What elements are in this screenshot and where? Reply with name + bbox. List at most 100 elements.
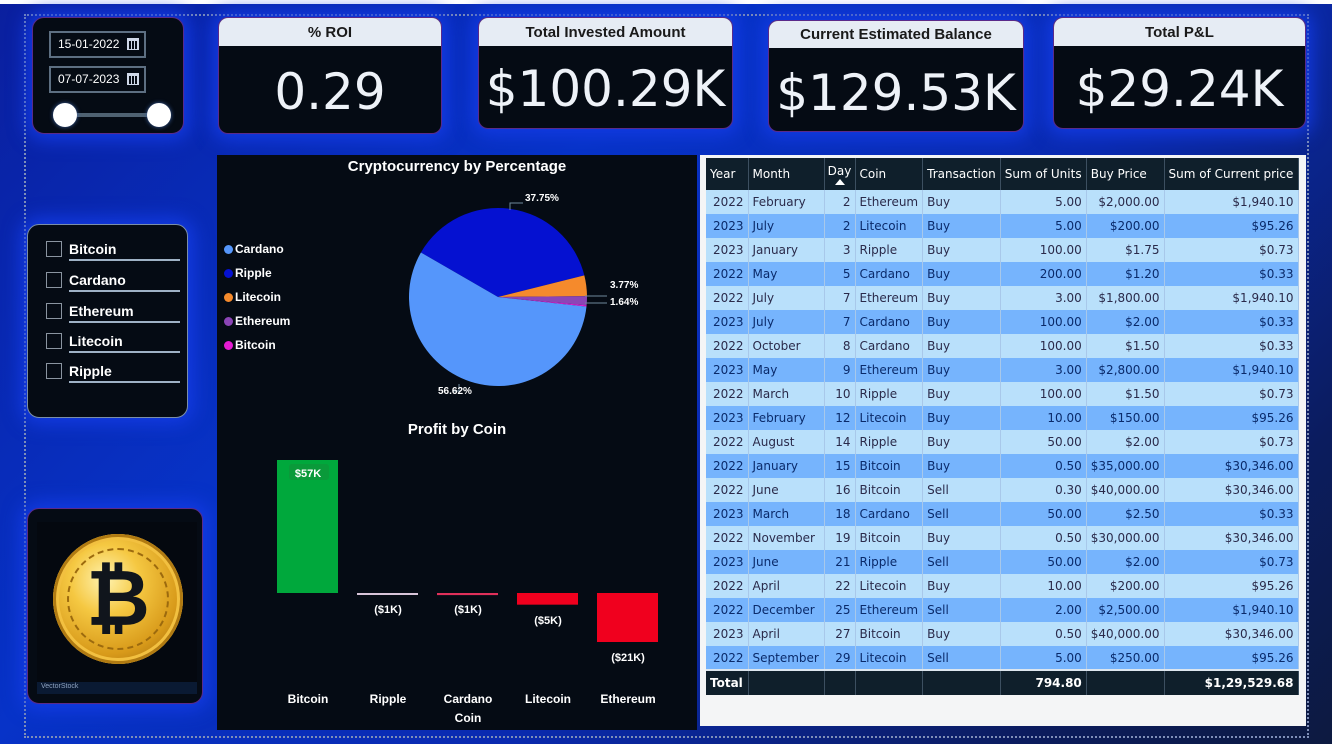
legend-item-ethereum[interactable]: Ethereum [224, 314, 290, 328]
table-row[interactable]: 2022 March 10 Ripple Buy 100.00 $1.50 $0.73 [706, 382, 1299, 406]
bar-chart-title: Profit by Coin [407, 421, 507, 438]
cell-year: 2022 [706, 598, 749, 622]
cell-month: February [748, 190, 825, 214]
top-window-edge [0, 0, 1332, 4]
start-date-input[interactable]: 15-01-2022 [49, 31, 146, 58]
bar-ethereum[interactable] [597, 593, 658, 642]
bar-litecoin[interactable] [517, 593, 578, 605]
table-row[interactable]: 2022 February 2 Ethereum Buy 5.00 $2,000.00 $1,… [706, 190, 1299, 214]
table-row[interactable]: 2022 August 14 Ripple Buy 50.00 $2.00 $0.73 [706, 430, 1299, 454]
cell-sum-of-units: 100.00 [1000, 334, 1087, 358]
cell-day: 15 [824, 454, 856, 478]
column-header-day[interactable]: Day [824, 158, 856, 190]
cell-month: July [748, 286, 825, 310]
cell-year: 2022 [706, 574, 749, 598]
sort-ascending-icon[interactable] [834, 178, 845, 185]
column-header-sum-of-units[interactable]: Sum of Units [1000, 158, 1087, 190]
cell-year: 2022 [706, 526, 749, 550]
column-header-sum-of-current-price[interactable]: Sum of Current price [1164, 158, 1299, 190]
table-row[interactable]: 2022 June 16 Bitcoin Sell 0.30 $40,000.00 $30,3… [706, 478, 1299, 502]
column-header-buy-price[interactable]: Buy Price [1086, 158, 1165, 190]
cell-coin: Ethereum [855, 358, 924, 382]
cell-sum-of-units: 100.00 [1000, 310, 1087, 334]
table-row[interactable]: 2022 May 5 Cardano Buy 200.00 $1.20 $0.33 [706, 262, 1299, 286]
cell-day: 7 [824, 286, 856, 310]
checkbox[interactable] [46, 303, 62, 319]
cell-buy-price: $30,000.00 [1086, 526, 1165, 550]
cell-sum-of-current-price: $95.26 [1164, 406, 1299, 430]
total-sum-of-current-price: $1,29,529.68 [1164, 669, 1299, 695]
bar-cardano[interactable] [437, 593, 498, 596]
cell-day: 21 [824, 550, 856, 574]
table-row[interactable]: 2022 April 22 Litecoin Buy 10.00 $200.00 $95.26 [706, 574, 1299, 598]
legend-item-litecoin[interactable]: Litecoin [224, 290, 281, 304]
table-row[interactable]: 2023 April 27 Bitcoin Buy 0.50 $40,000.00 $30,3… [706, 622, 1299, 646]
cell-coin: Ripple [855, 550, 924, 574]
bar-label-ethereum: ($21K) [611, 652, 645, 664]
checkbox[interactable] [46, 241, 62, 257]
legend-item-cardano[interactable]: Cardano [224, 242, 284, 256]
kpi-title: Total P&L [1054, 18, 1305, 46]
pie-slice-cardano[interactable] [409, 252, 587, 386]
table-row[interactable]: 2023 May 9 Ethereum Buy 3.00 $2,800.00 $1,940.1… [706, 358, 1299, 382]
pie-slice-bitcoin[interactable] [498, 297, 587, 307]
date-slider-start-handle[interactable] [53, 103, 77, 127]
table-row[interactable]: 2023 July 2 Litecoin Buy 5.00 $200.00 $95.26 [706, 214, 1299, 238]
legend-item-bitcoin[interactable]: Bitcoin [224, 338, 276, 352]
cell-buy-price: $1.20 [1086, 262, 1165, 286]
transactions-table-panel: Year Month Day Coin Transaction Sum of U… [700, 155, 1306, 726]
table-row[interactable]: 2022 December 25 Ethereum Sell 2.00 $2,500.00 $… [706, 598, 1299, 622]
bar-bitcoin[interactable] [277, 460, 338, 593]
table-row[interactable]: 2022 July 7 Ethereum Buy 3.00 $1,800.00 $1,940.… [706, 286, 1299, 310]
legend-item-ripple[interactable]: Ripple [224, 266, 272, 280]
table-row[interactable]: 2022 September 29 Litecoin Sell 5.00 $250.00 $9… [706, 646, 1299, 670]
pie-slice-ripple[interactable] [420, 208, 585, 297]
cell-day: 27 [824, 622, 856, 646]
cell-transaction: Sell [922, 550, 1001, 574]
table-row[interactable]: 2023 January 3 Ripple Buy 100.00 $1.75 $0.73 [706, 238, 1299, 262]
slicer-item-cardano[interactable]: Cardano [44, 270, 180, 296]
date-slider-track[interactable] [65, 113, 161, 117]
cell-year: 2022 [706, 262, 749, 286]
cell-transaction: Buy [922, 382, 1001, 406]
end-date-input[interactable]: 07-07-2023 [49, 66, 146, 93]
slicer-item-ripple[interactable]: Ripple [44, 361, 180, 387]
report-page-frame [24, 14, 1309, 738]
cell-coin: Ethereum [855, 190, 924, 214]
checkbox[interactable] [46, 333, 62, 349]
table-row[interactable]: 2022 January 15 Bitcoin Buy 0.50 $35,000.00 $30… [706, 454, 1299, 478]
calendar-icon[interactable] [127, 73, 139, 85]
bar-label-background [289, 464, 329, 480]
cell-coin: Cardano [855, 334, 924, 358]
table-row[interactable]: 2023 February 12 Litecoin Buy 10.00 $150.00 $95… [706, 406, 1299, 430]
checkbox[interactable] [46, 272, 62, 288]
leader-line-cardano [453, 384, 460, 392]
column-header-transaction[interactable]: Transaction [922, 158, 1001, 190]
checkbox[interactable] [46, 363, 62, 379]
cell-month: July [748, 310, 825, 334]
slicer-item-litecoin[interactable]: Litecoin [44, 331, 180, 357]
column-header-year[interactable]: Year [706, 158, 749, 190]
table-row[interactable]: 2023 March 18 Cardano Sell 50.00 $2.50 $0.33 [706, 502, 1299, 526]
cell-sum-of-units: 200.00 [1000, 262, 1087, 286]
slicer-item-bitcoin[interactable]: Bitcoin [44, 239, 180, 265]
column-header-coin[interactable]: Coin [855, 158, 924, 190]
pie-slice-litecoin[interactable] [498, 275, 587, 297]
cell-sum-of-units: 10.00 [1000, 574, 1087, 598]
cell-coin: Litecoin [855, 574, 924, 598]
slicer-item-ethereum[interactable]: Ethereum [44, 301, 180, 327]
table-row[interactable]: 2023 July 7 Cardano Buy 100.00 $2.00 $0.33 [706, 310, 1299, 334]
kpi-value: $100.29K [485, 60, 726, 118]
calendar-icon[interactable] [127, 38, 139, 50]
table-row[interactable]: 2022 November 19 Bitcoin Buy 0.50 $30,000.00 $3… [706, 526, 1299, 550]
cell-buy-price: $2,000.00 [1086, 190, 1165, 214]
table-row[interactable]: 2023 June 21 Ripple Sell 50.00 $2.00 $0.73 [706, 550, 1299, 574]
bar-ripple[interactable] [357, 593, 418, 595]
column-header-month[interactable]: Month [748, 158, 825, 190]
cell-sum-of-current-price: $0.73 [1164, 382, 1299, 406]
legend-label: Cardano [235, 242, 284, 256]
pie-slice-ethereum[interactable] [498, 296, 587, 306]
date-slider-end-handle[interactable] [147, 103, 171, 127]
cell-coin: Ripple [855, 382, 924, 406]
table-row[interactable]: 2022 October 8 Cardano Buy 100.00 $1.50 $0.33 [706, 334, 1299, 358]
